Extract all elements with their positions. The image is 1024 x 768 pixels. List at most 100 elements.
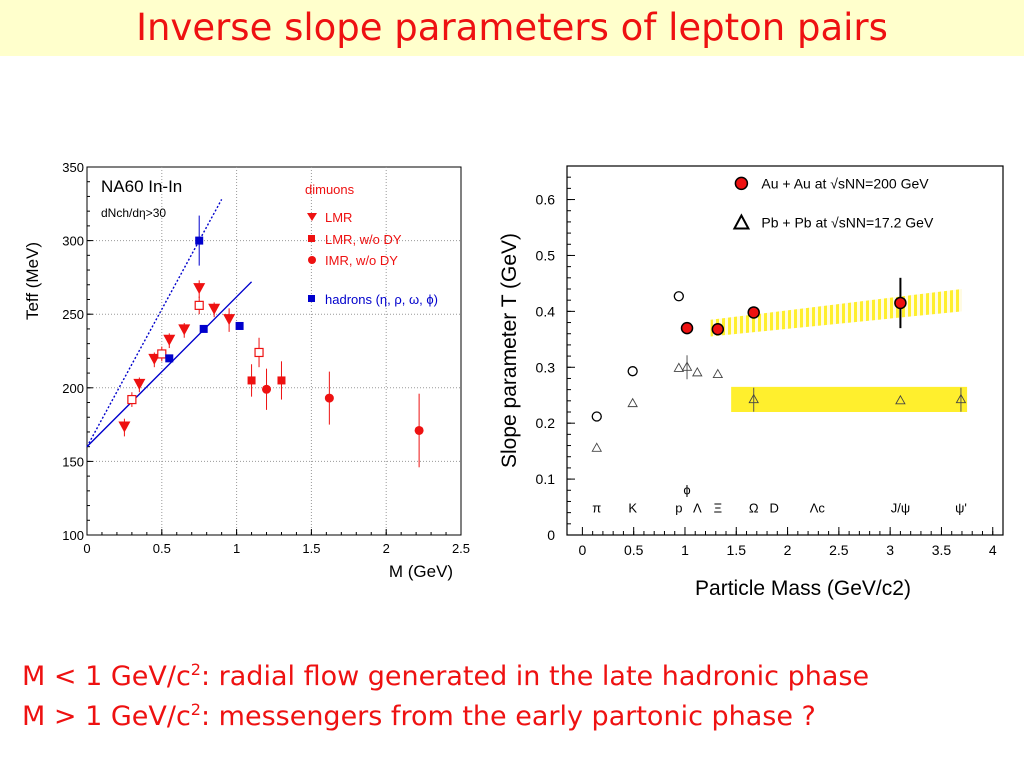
band-solid (731, 386, 968, 412)
data-point-auau-filled (711, 323, 725, 336)
x-axis-label: M (GeV) (389, 562, 453, 581)
y-tick-label: 150 (62, 454, 84, 469)
particle-label: p (675, 501, 682, 516)
caption-line-2: M > 1 GeV/c2: messengers from the early … (22, 700, 816, 732)
y-tick-label: 300 (62, 234, 84, 249)
data-point-pbpb (692, 366, 703, 377)
x-tick-label: 0 (578, 542, 586, 558)
data-point-square (247, 376, 256, 385)
legend-marker-auau (734, 176, 749, 191)
data-point-square-open (254, 347, 264, 358)
y-tick-label: 0.6 (536, 192, 556, 208)
data-point-triangle (163, 334, 176, 346)
legend-marker-triangle (307, 213, 317, 221)
x-tick-label: 3.5 (932, 542, 952, 558)
legend-label: LMR, w/o DY (325, 232, 402, 247)
x-tick-label: 0.5 (153, 541, 171, 556)
data-point-pbpb (895, 394, 906, 405)
legend-label: IMR, w/o DY (325, 253, 398, 268)
x-tick-label: 0.5 (624, 542, 644, 558)
fit-line-solid (86, 281, 253, 448)
data-point-square-open (127, 394, 137, 405)
particle-label: K (628, 501, 637, 516)
y-tick-label: 0.3 (536, 359, 556, 375)
legend-marker-square (308, 295, 315, 302)
legend-label-pbpb: Pb + Pb at √sNN=17.2 GeV (761, 215, 934, 231)
data-point-circle (262, 384, 272, 394)
slide-title: Inverse slope parameters of lepton pairs (136, 6, 888, 49)
particle-label: J/ψ (891, 501, 910, 516)
data-point-pbpb (591, 442, 603, 452)
x-tick-label: 1 (233, 541, 240, 556)
particle-label: ϕ (683, 483, 690, 498)
data-point-auau-filled (894, 296, 907, 310)
data-point-square (235, 321, 244, 330)
data-point-pbpb (681, 361, 693, 371)
y-tick-label: 100 (62, 528, 84, 543)
y-axis-label: Slope parameter T (GeV) (498, 233, 521, 468)
data-point-square-open (194, 300, 204, 310)
data-point-auau-filled (680, 321, 694, 335)
x-tick-label: 4 (989, 542, 997, 558)
x-tick-label: 1 (681, 542, 689, 558)
legend-marker-square (308, 235, 315, 242)
particle-label: D (770, 501, 779, 516)
data-point-triangle (223, 314, 236, 326)
plot-frame (86, 166, 462, 536)
data-point-auau-filled (747, 306, 760, 319)
x-tick-label: 2 (383, 541, 390, 556)
y-tick-label: 0.2 (536, 415, 556, 431)
data-point-triangle (178, 324, 191, 336)
legend-title: dimuons (305, 182, 355, 197)
x-tick-label: 2.5 (829, 542, 849, 558)
caption-2-prefix: M > 1 GeV/c (22, 701, 191, 732)
plot-frame (566, 165, 1004, 536)
caption-2-suffix: : messengers from the early partonic pha… (200, 701, 816, 732)
particle-label: ψ' (955, 501, 967, 516)
left-chart: 0 0.5 1 1.5 2 2.5 100 150 200 250 300 350 M (GeV) Tef… (23, 160, 470, 581)
data-point-circle (414, 425, 424, 435)
y-tick-label: 0.1 (536, 471, 556, 487)
particle-label: Ξ (714, 501, 722, 516)
data-point-pbpb (627, 397, 638, 408)
particle-label: Λc (810, 501, 826, 516)
fit-line-dotted (86, 199, 223, 448)
particle-label: π (592, 501, 601, 516)
data-point-auau-open (627, 366, 638, 377)
data-point-square (277, 376, 286, 385)
x-tick-label: 2 (784, 542, 792, 558)
legend-marker-circle (308, 256, 316, 264)
particle-label: Λ (693, 501, 702, 516)
y-tick-label: 350 (62, 160, 84, 175)
data-point-auau-open (673, 291, 684, 302)
y-tick-label: 250 (62, 307, 84, 322)
data-point-pbpb (748, 393, 759, 404)
data-point-pbpb (712, 368, 724, 378)
legend-marker-pbpb (732, 213, 751, 230)
y-tick-label: 0.5 (536, 247, 556, 263)
caption-1-sup: 2 (190, 660, 201, 679)
particle-label: Ω (749, 501, 759, 516)
y-tick-label: 0 (547, 527, 555, 543)
y-axis-label: Teff (MeV) (23, 242, 42, 320)
data-point-triangle (193, 283, 206, 295)
x-tick-label: 2.5 (452, 541, 470, 556)
data-point-square (199, 324, 208, 333)
legend-label: hadrons (η, ρ, ω, ϕ) (325, 292, 438, 307)
x-axis-label: Particle Mass (GeV/c2) (695, 577, 911, 600)
legend-label: LMR (325, 210, 352, 225)
y-tick-label: 200 (62, 381, 84, 396)
data-point-circle (324, 393, 334, 403)
caption-line-1: M < 1 GeV/c2: radial flow generated in t… (22, 660, 869, 692)
x-tick-label: 1.5 (302, 541, 320, 556)
legend-label-auau: Au + Au at √sNN=200 GeV (761, 175, 929, 191)
x-tick-label: 3 (886, 542, 894, 558)
x-tick-label: 1.5 (727, 542, 747, 558)
data-point-triangle (118, 421, 131, 433)
data-point-square-open (157, 349, 167, 359)
chart-title: NA60 In-In (101, 177, 182, 196)
y-tick-label: 0.4 (536, 303, 556, 319)
chart-subtitle: dNch/dη>30 (101, 206, 166, 220)
data-point-auau-open (591, 411, 602, 422)
caption-1-prefix: M < 1 GeV/c (22, 661, 191, 692)
